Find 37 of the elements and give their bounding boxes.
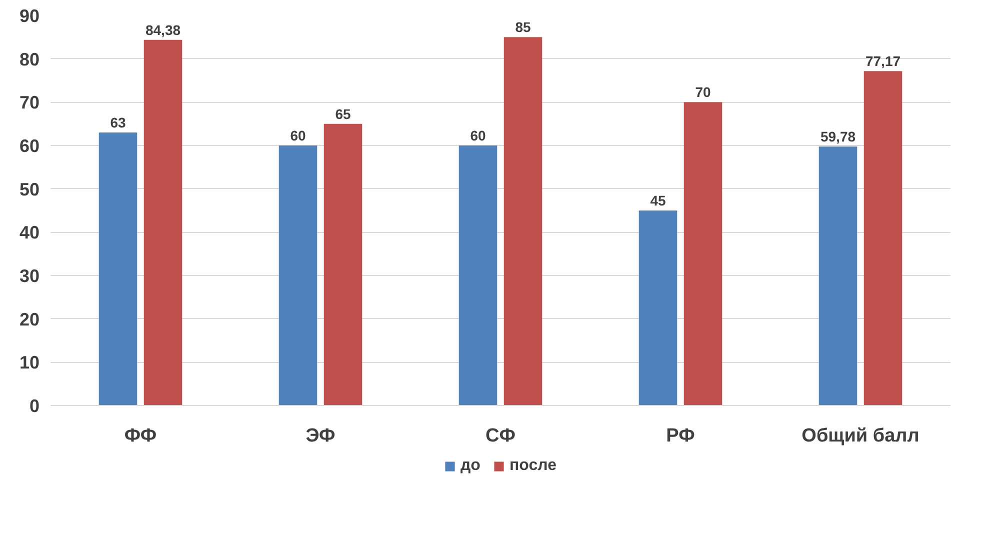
y-tick-label: 90	[19, 6, 40, 26]
data-label: 45	[650, 192, 666, 208]
y-tick-label: 10	[19, 352, 40, 373]
legend-label: после	[510, 457, 556, 475]
data-label: 77,17	[865, 53, 901, 70]
x-tick-label: ЭФ	[306, 426, 336, 446]
data-label: 84,38	[145, 22, 181, 38]
data-label: 59,78	[820, 128, 856, 144]
legend-label: до	[460, 457, 481, 475]
bar	[458, 146, 498, 406]
data-label: 60	[470, 128, 486, 144]
bar	[818, 146, 858, 406]
y-tick-label: 30	[19, 266, 40, 286]
y-tick-label: 20	[19, 309, 40, 330]
data-label: 70	[695, 84, 711, 100]
x-tick-label: РФ	[666, 426, 695, 446]
x-tick-label: Общий балл	[802, 426, 920, 446]
y-tick-label: 50	[19, 179, 40, 200]
bar	[684, 102, 722, 406]
y-tick-label: 0	[29, 396, 40, 416]
x-tick-label: ФФ	[124, 426, 157, 446]
bar	[278, 146, 318, 406]
bar	[324, 124, 362, 406]
bar	[144, 40, 182, 406]
y-tick-label: 80	[19, 49, 40, 70]
data-label: 60	[290, 128, 306, 144]
bar	[864, 71, 902, 406]
bar	[638, 210, 678, 406]
y-tick-label: 70	[19, 92, 40, 113]
data-label: 85	[515, 19, 531, 36]
data-label: 65	[335, 106, 351, 122]
data-label: 63	[110, 114, 126, 130]
bar	[504, 37, 542, 406]
y-tick-label: 60	[19, 136, 40, 156]
x-tick-label: СФ	[486, 426, 516, 446]
bar	[98, 132, 138, 406]
y-tick-label: 40	[19, 222, 40, 243]
